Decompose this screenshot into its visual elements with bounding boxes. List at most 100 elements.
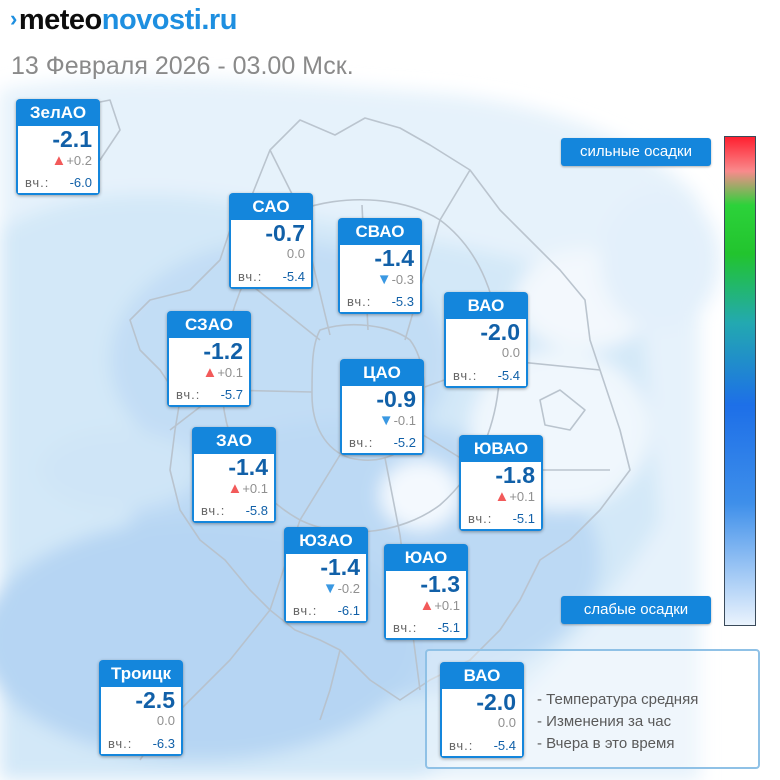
yesterday-label: вч.: <box>349 435 374 450</box>
yesterday-temperature: -5.2 <box>393 435 416 450</box>
trend-down-icon: ▼ <box>322 580 338 597</box>
district-name: ЗелАО <box>29 103 87 122</box>
district-name: ЮВАО <box>473 439 529 458</box>
district-card-svao[interactable]: СВАО -1.4 ▼-0.3 вч.: -5.3 <box>338 218 422 314</box>
yesterday-temperature: -5.1 <box>437 620 460 635</box>
hourly-change-value: -0.1 <box>393 413 416 428</box>
trend-up-icon: ▲ <box>419 597 435 614</box>
district-card-body: -1.3 ▲+0.1 вч.: -5.1 <box>386 571 466 638</box>
district-name: ЦАО <box>363 363 401 382</box>
trend-up-icon: ▲ <box>51 152 67 169</box>
district-temperature: -2.0 <box>476 689 516 715</box>
district-temperature: -1.4 <box>228 454 268 480</box>
precip-scale-bottom-label: слабые осадки <box>561 596 711 624</box>
district-name: ЗАО <box>216 431 252 450</box>
trend-up-icon: ▲ <box>227 480 243 497</box>
legend-line-temperature: - Температура средняя <box>537 691 699 708</box>
district-card-body: -2.5 0.0 вч.: -6.3 <box>101 687 181 754</box>
logo-text-novosti: novosti.ru <box>101 4 238 36</box>
district-temperature: -0.7 <box>265 220 305 246</box>
district-temperature: -1.2 <box>203 338 243 364</box>
hourly-change: ▼-0.3 <box>377 271 414 288</box>
logo-mark-icon: › <box>10 6 17 31</box>
district-name: ВАО <box>463 666 501 685</box>
yesterday-label: вч.: <box>468 511 493 526</box>
district-temperature: -2.1 <box>52 126 92 152</box>
district-card-troitsk[interactable]: Троицк -2.5 0.0 вч.: -6.3 <box>99 660 183 756</box>
hourly-change: 0.0 <box>498 715 516 730</box>
yesterday-temperature: -6.0 <box>69 175 92 190</box>
hourly-change: ▼-0.2 <box>323 580 360 597</box>
yesterday-temperature: -6.3 <box>152 736 175 751</box>
yesterday-label: вч.: <box>25 175 50 190</box>
district-temperature: -2.5 <box>135 687 175 713</box>
hourly-change-value: 0.0 <box>156 713 175 728</box>
forecast-datetime: 13 Февраля 2026 - 03.00 Мск. <box>11 52 354 80</box>
trend-up-icon: ▲ <box>494 488 510 505</box>
hourly-change-value: +0.1 <box>217 365 243 380</box>
yesterday-temperature: -5.8 <box>245 503 268 518</box>
hourly-change-value: 0.0 <box>497 715 516 730</box>
site-logo[interactable]: ›meteonovosti.ru <box>10 4 237 37</box>
hourly-change-value: +0.1 <box>509 489 535 504</box>
precipitation-colorbar <box>724 136 756 626</box>
district-card-body: -0.9 ▼-0.1 вч.: -5.2 <box>342 386 422 453</box>
precip-scale-top-label: сильные осадки <box>561 138 711 166</box>
yesterday-label: вч.: <box>201 503 226 518</box>
hourly-change: 0.0 <box>287 246 305 261</box>
district-temperature: -1.4 <box>320 554 360 580</box>
district-temperature: -0.9 <box>376 386 416 412</box>
yesterday-label: вч.: <box>176 387 201 402</box>
district-name: Троицк <box>111 664 171 683</box>
hourly-change: ▲+0.1 <box>494 488 535 505</box>
hourly-change: 0.0 <box>502 345 520 360</box>
district-temperature: -1.4 <box>374 245 414 271</box>
yesterday-label: вч.: <box>293 603 318 618</box>
hourly-change-value: +0.1 <box>434 598 460 613</box>
district-card-zelao[interactable]: ЗелАО -2.1 ▲+0.2 вч.: -6.0 <box>16 99 100 195</box>
yesterday-temperature: -5.7 <box>220 387 243 402</box>
district-card-yuao[interactable]: ЮАО -1.3 ▲+0.1 вч.: -5.1 <box>384 544 468 640</box>
district-name: СЗАО <box>185 315 233 334</box>
hourly-change: ▼-0.1 <box>379 412 416 429</box>
district-card-body: -1.4 ▲+0.1 вч.: -5.8 <box>194 454 274 521</box>
hourly-change: ▲+0.2 <box>51 152 92 169</box>
district-card-body: -2.1 ▲+0.2 вч.: -6.0 <box>18 126 98 193</box>
district-card-sao[interactable]: САО -0.7 0.0 вч.: -5.4 <box>229 193 313 289</box>
hourly-change-value: 0.0 <box>501 345 520 360</box>
district-card-yuzao[interactable]: ЮЗАО -1.4 ▼-0.2 вч.: -6.1 <box>284 527 368 623</box>
district-card-zao[interactable]: ЗАО -1.4 ▲+0.1 вч.: -5.8 <box>192 427 276 523</box>
district-card-vao[interactable]: ВАО -2.0 0.0 вч.: -5.4 <box>444 292 528 388</box>
district-card-yuvao[interactable]: ЮВАО -1.8 ▲+0.1 вч.: -5.1 <box>459 435 543 531</box>
yesterday-temperature: -5.1 <box>512 511 535 526</box>
district-card-tsao[interactable]: ЦАО -0.9 ▼-0.1 вч.: -5.2 <box>340 359 424 455</box>
yesterday-label: вч.: <box>453 368 478 383</box>
hourly-change-value: +0.1 <box>242 481 268 496</box>
yesterday-label: вч.: <box>449 738 474 753</box>
hourly-change-value: 0.0 <box>286 246 305 261</box>
district-temperature: -1.3 <box>420 571 460 597</box>
hourly-change-value: -0.3 <box>391 272 414 287</box>
district-name: ЮЗАО <box>299 531 353 550</box>
legend-line-hourly-change: - Изменения за час <box>537 713 672 730</box>
logo-text-meteo: meteo <box>18 4 102 36</box>
district-card-body: -1.4 ▼-0.3 вч.: -5.3 <box>340 245 420 312</box>
yesterday-temperature: -5.4 <box>497 368 520 383</box>
district-card-body: -2.0 0.0 вч.: -5.4 <box>442 689 522 756</box>
trend-up-icon: ▲ <box>202 364 218 381</box>
yesterday-temperature: -5.4 <box>493 738 516 753</box>
trend-down-icon: ▼ <box>376 271 392 288</box>
hourly-change-value: -0.2 <box>337 581 360 596</box>
district-name: ВАО <box>467 296 505 315</box>
district-temperature: -2.0 <box>480 319 520 345</box>
yesterday-temperature: -5.4 <box>282 269 305 284</box>
district-name: СВАО <box>355 222 405 241</box>
legend-box: ВАО -2.0 0.0 вч.: -5.4 - Температура сре… <box>425 649 760 769</box>
district-card-body: -1.8 ▲+0.1 вч.: -5.1 <box>461 462 541 529</box>
trend-down-icon: ▼ <box>378 412 394 429</box>
yesterday-label: вч.: <box>393 620 418 635</box>
district-name: САО <box>252 197 290 216</box>
legend-sample-card: ВАО -2.0 0.0 вч.: -5.4 <box>440 662 524 758</box>
district-card-szao[interactable]: СЗАО -1.2 ▲+0.1 вч.: -5.7 <box>167 311 251 407</box>
